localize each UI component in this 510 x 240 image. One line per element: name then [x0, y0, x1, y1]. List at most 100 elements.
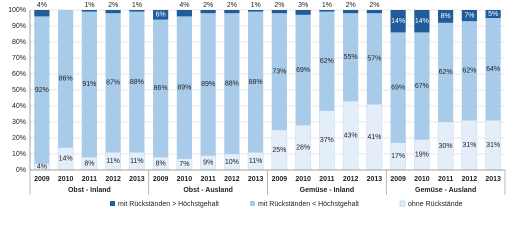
bar-segment	[366, 13, 382, 105]
x-tick-label: 2013	[485, 176, 501, 183]
x-tick-label: 2010	[295, 176, 311, 183]
value-label: 9%	[203, 160, 213, 167]
y-tick-label: 30%	[12, 119, 26, 126]
bar-segment	[81, 10, 97, 12]
value-label: 1%	[322, 2, 332, 9]
value-label: 57%	[367, 56, 381, 63]
bar-segment	[343, 13, 359, 102]
bar-segment	[34, 163, 50, 171]
value-label: 1%	[84, 2, 94, 9]
value-label: 86%	[154, 85, 168, 92]
value-label: 62%	[320, 58, 334, 65]
legend-swatch	[250, 201, 255, 206]
value-label: 91%	[82, 81, 96, 88]
x-tick-label: 2013	[367, 176, 383, 183]
bar-segment	[224, 13, 240, 155]
value-label: 11%	[249, 158, 263, 165]
value-label: 89%	[201, 81, 215, 88]
bar-segment	[176, 16, 192, 159]
bar-segment	[34, 16, 50, 164]
value-label: 10%	[225, 159, 239, 166]
value-label: 64%	[486, 66, 500, 73]
bar-segment	[485, 10, 501, 18]
value-label: 2%	[108, 2, 118, 9]
value-label: 86%	[59, 76, 73, 83]
value-label: 1%	[251, 2, 261, 9]
x-tick-label: 2011	[82, 176, 97, 183]
bar-segment	[461, 21, 477, 121]
value-label: 7%	[179, 161, 189, 168]
legend-label: ohne Rückstände	[408, 201, 463, 208]
x-tick-label: 2011	[319, 176, 334, 183]
y-tick-label: 60%	[12, 71, 26, 78]
bar-segment	[57, 147, 74, 171]
value-label: 88%	[225, 80, 239, 87]
value-label: 7%	[464, 12, 474, 19]
group-label: Obst - Inland	[68, 187, 111, 194]
y-tick-label: 40%	[12, 103, 26, 110]
value-label: 11%	[106, 158, 120, 165]
bar-segment	[248, 10, 264, 12]
x-tick-label: 2012	[462, 176, 478, 183]
x-tick-label: 2013	[129, 176, 145, 183]
bar-segment	[153, 19, 169, 158]
value-label: 88%	[249, 79, 263, 86]
bar-segment	[342, 100, 359, 171]
value-label: 88%	[130, 79, 144, 86]
x-tick-label: 2012	[105, 176, 121, 183]
bar-segment	[414, 10, 430, 33]
bar-segment	[343, 10, 359, 14]
value-label: 4%	[37, 2, 47, 9]
y-tick-label: 70%	[12, 55, 26, 62]
value-label: 92%	[35, 87, 49, 94]
group-label: Gemüse - Ausland	[415, 187, 476, 194]
bar-segment	[319, 10, 335, 12]
bar-segment	[366, 10, 382, 14]
bar-segment	[224, 10, 240, 14]
value-label: 11%	[130, 158, 144, 165]
value-label: 14%	[391, 18, 405, 25]
value-label: 2%	[274, 2, 284, 9]
x-tick-label: 2009	[153, 176, 169, 183]
value-label: 69%	[391, 84, 405, 91]
bar-segment	[295, 124, 311, 171]
bar-segment	[200, 155, 216, 171]
value-label: 73%	[272, 68, 286, 75]
value-label: 2%	[369, 2, 379, 9]
bar-segment	[105, 13, 121, 153]
bar-segment	[152, 156, 169, 171]
bar-segment	[105, 10, 121, 14]
value-label: 4%	[179, 2, 189, 9]
x-tick-label: 2009	[34, 176, 50, 183]
x-tick-label: 2012	[224, 176, 240, 183]
value-label: 14%	[415, 18, 429, 25]
bar-segment	[200, 13, 216, 156]
group-label: Gemüse - Inland	[300, 187, 354, 194]
bar-segment	[248, 11, 264, 153]
value-label: 2%	[346, 2, 356, 9]
value-label: 17%	[391, 153, 405, 160]
bar-segment	[295, 14, 311, 126]
bar-segment	[271, 13, 287, 131]
y-tick-label: 50%	[12, 87, 26, 94]
value-label: 28%	[296, 144, 310, 151]
bar-segment	[176, 10, 192, 17]
bar-segment	[295, 10, 311, 15]
bar-segment	[271, 10, 287, 14]
group-label: Obst - Ausland	[183, 187, 233, 194]
y-tick-label: 0%	[16, 167, 26, 174]
y-tick-label: 90%	[12, 23, 26, 30]
bar-segment	[461, 10, 477, 22]
bar-segment	[81, 156, 98, 171]
bar-segment	[414, 32, 430, 140]
value-label: 87%	[106, 80, 120, 87]
value-label: 31%	[462, 142, 476, 149]
value-label: 41%	[367, 134, 381, 141]
value-label: 69%	[296, 67, 310, 74]
legend-label: mit Rückständen < Höchstgehalt	[258, 201, 359, 208]
bar-segment	[438, 22, 454, 122]
value-label: 30%	[439, 143, 453, 150]
x-tick-label: 2013	[248, 176, 264, 183]
value-label: 62%	[462, 68, 476, 75]
legend-label: mit Rückständen > Höchstgehalt	[118, 201, 219, 208]
